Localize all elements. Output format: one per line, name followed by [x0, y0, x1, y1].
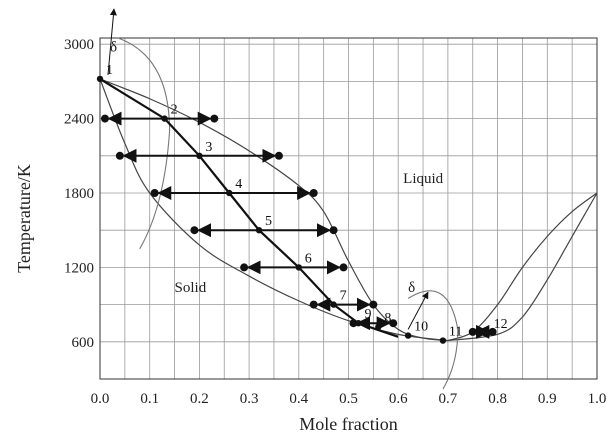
step-label: 12 — [494, 317, 508, 332]
x-axis-title: Mole fraction — [299, 414, 397, 434]
x-tick-label: 0.1 — [140, 391, 159, 407]
step-label: 3 — [205, 140, 212, 155]
tie-line-end-right — [309, 189, 318, 197]
step-point — [355, 320, 362, 327]
delta-arc-mid — [407, 290, 459, 390]
tie-line-end-right — [210, 114, 219, 123]
step-point — [330, 301, 337, 308]
x-tick-label: 0.5 — [339, 391, 358, 407]
step-point — [439, 337, 447, 344]
y-tick-label: 1200 — [64, 260, 94, 276]
tie-line-end-left — [349, 319, 358, 328]
y-tick-label: 3000 — [64, 37, 94, 53]
delta-arcs — [107, 8, 459, 390]
step-point — [375, 323, 382, 331]
delta-label-mid: δ — [408, 280, 415, 296]
x-tick-label: 0.6 — [389, 391, 408, 407]
step-label: 11 — [449, 325, 462, 340]
step-point — [484, 329, 491, 337]
x-tick-label: 0.3 — [240, 391, 259, 407]
plot-frame — [99, 37, 598, 380]
delta-arrow-mid — [407, 291, 429, 330]
step-label: 1 — [106, 63, 113, 78]
step-label: 9 — [364, 307, 371, 322]
step-point — [96, 75, 104, 83]
step-point — [196, 152, 203, 159]
step-point — [295, 264, 302, 271]
tie-line-end-right — [274, 151, 283, 160]
step-point — [255, 227, 263, 234]
tie-line-end-left — [150, 189, 159, 197]
delta-label-top: δ — [110, 40, 117, 56]
y-tick-label: 600 — [72, 335, 95, 351]
tie-line-end-right — [329, 226, 338, 235]
step-point — [226, 189, 233, 197]
y-tick-label: 1800 — [64, 186, 94, 202]
tie-line-end-left — [115, 151, 124, 160]
x-tick-label: 0.0 — [91, 391, 110, 407]
y-axis-title: Temperature/K — [14, 164, 34, 273]
step-label: 4 — [235, 177, 242, 192]
x-tick-label: 0.9 — [538, 391, 557, 407]
x-tick-label: 1.0 — [588, 391, 607, 407]
x-tick-label: 0.8 — [488, 391, 507, 407]
step-label: 2 — [171, 103, 178, 118]
x-tick-label: 0.4 — [289, 391, 308, 407]
step-point — [404, 332, 412, 339]
solid-region-label: Solid — [175, 280, 207, 296]
tie-line-end-right — [339, 263, 348, 272]
y-tick-label: 2400 — [64, 112, 94, 128]
tie-line-end-right — [369, 300, 378, 309]
tie-line-end-left — [468, 327, 477, 336]
step-label: 6 — [305, 251, 312, 266]
x-tick-labels: 0.0 0.1 0.2 0.3 0.4 0.5 0.6 0.7 0.8 0.9 1.0 — [91, 391, 607, 407]
tie-line-end-left — [240, 263, 249, 272]
liquid-region-label: Liquid — [403, 171, 443, 187]
step-point — [161, 115, 168, 122]
step-label: 7 — [340, 289, 347, 304]
step-label: 10 — [414, 320, 428, 335]
delta-arrow-top — [107, 8, 117, 75]
tie-line-end-left — [100, 114, 109, 123]
delta-arc-top — [117, 37, 171, 250]
tie-line-end-left — [190, 226, 199, 235]
x-tick-label: 0.7 — [439, 391, 458, 407]
step-label: 8 — [384, 311, 391, 326]
grid-layer — [100, 38, 597, 379]
y-tick-labels: 600 1200 1800 2400 3000 — [64, 37, 94, 351]
step-points — [96, 75, 497, 344]
tie-line-end-right — [389, 319, 398, 328]
tie-line-end-left — [309, 300, 318, 309]
x-tick-label: 0.2 — [190, 391, 209, 407]
step-label: 5 — [265, 214, 272, 229]
